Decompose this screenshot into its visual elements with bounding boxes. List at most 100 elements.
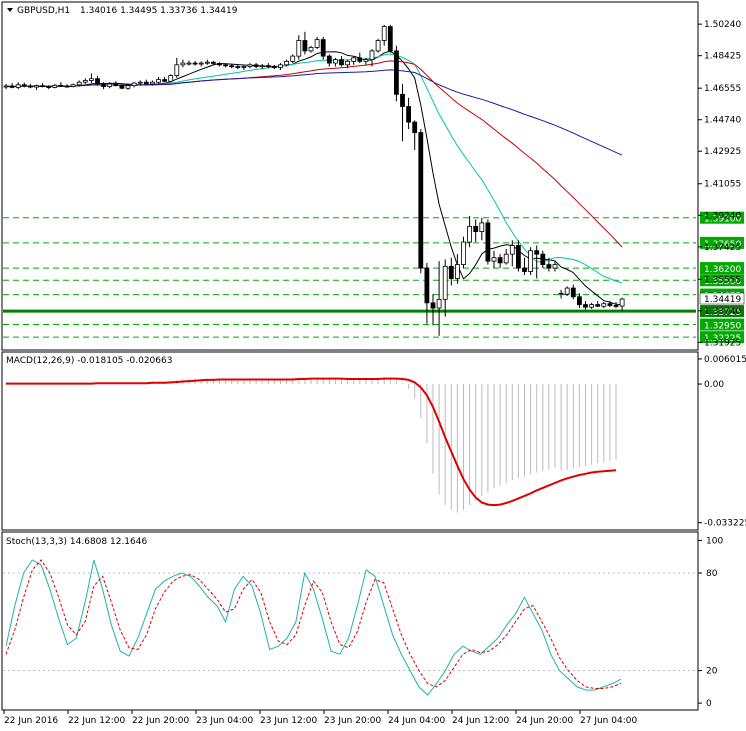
candle-body <box>58 84 64 87</box>
time-tick-label: 23 Jun 12:00 <box>260 716 317 726</box>
time-tick-label: 22 Jun 20:00 <box>132 716 189 726</box>
candle-body <box>149 81 155 85</box>
candle-body <box>271 66 277 68</box>
candle-body <box>210 61 216 64</box>
time-axis: 22 Jun 2016 22 Jun 12:00 22 Jun 20:00 23 Ju… <box>3 710 637 726</box>
candle-body <box>454 264 460 279</box>
candle-body <box>467 225 473 243</box>
candle-body <box>119 85 125 89</box>
candle-body <box>619 298 625 307</box>
time-tick-label: 24 Jun 04:00 <box>388 716 445 726</box>
price-tick-label: 1.31925 <box>704 338 741 348</box>
last-price-tag <box>699 292 745 305</box>
candle-body <box>241 66 247 68</box>
price-level-lines: 1.391001.376501.362001.355001.346751.329… <box>3 211 745 344</box>
candle-body <box>308 47 314 52</box>
price-panel-frame <box>1 1 699 351</box>
level-price-tag <box>700 262 744 275</box>
candle-body <box>412 121 418 133</box>
candle-body <box>107 83 113 87</box>
candle-body <box>174 64 180 76</box>
candle-body <box>418 132 424 269</box>
candle-body <box>76 81 82 86</box>
candle-body <box>400 93 405 107</box>
candle-body <box>375 40 381 52</box>
candle-body <box>186 62 192 65</box>
candle-body <box>381 26 387 41</box>
candle-body <box>40 85 45 88</box>
candle-body <box>558 292 564 295</box>
candle-body <box>448 265 454 279</box>
stoch-tick-label: 0 <box>706 699 712 709</box>
candle-body <box>265 65 271 68</box>
level-price-tag <box>700 274 744 287</box>
candle-body <box>607 303 613 306</box>
candle-body <box>491 257 497 262</box>
candle-body <box>162 79 168 82</box>
stoch-tick-label: 20 <box>706 667 718 677</box>
candle-body <box>406 106 412 123</box>
price-tick-label: 1.50240 <box>704 20 741 30</box>
price-tick-label: 1.44740 <box>704 116 741 126</box>
candle-body <box>461 241 466 266</box>
candle-body <box>540 253 546 266</box>
level-price-label: 1.32225 <box>704 334 741 344</box>
candle-body <box>9 85 15 88</box>
level-price-label: 1.35500 <box>704 277 741 287</box>
candle-body <box>223 64 229 67</box>
current-price-label: 1.33725 <box>704 308 741 318</box>
macd-axis: 0.006015 0.00 -0.033225 <box>698 355 746 529</box>
candle-body <box>473 225 479 232</box>
candle-body <box>46 86 52 88</box>
price-symbol-label: GBPUSD,H1 <box>17 6 70 16</box>
candle-body <box>485 222 491 262</box>
level-price-tag <box>700 211 744 224</box>
candle-body <box>229 65 235 68</box>
candle-body <box>583 304 588 308</box>
candle-body <box>363 59 369 62</box>
candle-body <box>70 84 76 87</box>
price-axis: 1.50240 1.48425 1.46555 1.44740 1.42925 1.410… <box>698 20 741 348</box>
candle-body <box>357 57 363 62</box>
candle-body <box>180 62 186 66</box>
macd-signal-line <box>6 377 617 507</box>
macd-series <box>5 376 617 513</box>
candle-body <box>204 61 210 64</box>
macd-tick-label: -0.033225 <box>704 519 746 529</box>
candle-body <box>351 57 357 62</box>
candle-body <box>424 267 430 304</box>
candle-body <box>314 39 320 48</box>
macd-panel-frame <box>1 351 699 531</box>
price-tick-label: 1.42925 <box>704 147 741 157</box>
candle-body <box>253 64 259 67</box>
candle-body <box>3 85 9 88</box>
stoch-series <box>3 559 696 696</box>
candle-body <box>34 85 39 88</box>
candle-body <box>503 253 509 264</box>
last-price-label: 1.34419 <box>704 295 741 305</box>
candle-body <box>217 63 222 66</box>
price-tick-label: 1.41055 <box>704 180 741 190</box>
candle-body <box>595 304 601 307</box>
stoch-main-line <box>5 559 622 696</box>
level-price-label: 1.32950 <box>704 322 741 332</box>
price-tick-label: 1.46555 <box>704 84 741 94</box>
candle-body <box>101 83 106 87</box>
candle-body <box>546 264 552 269</box>
candle-body <box>387 26 393 52</box>
candle-body <box>436 298 442 309</box>
candle-body <box>613 305 619 307</box>
price-tick-label: 1.33740 <box>704 307 741 317</box>
symbol-dropdown-icon[interactable] <box>7 8 13 12</box>
candle-body <box>52 84 58 88</box>
level-price-label: 1.36200 <box>704 265 741 275</box>
candle-body <box>143 81 149 85</box>
candle-body <box>247 64 253 67</box>
candlestick-series <box>3 24 625 336</box>
price-tick-label: 1.35555 <box>704 275 741 285</box>
candle-body <box>302 40 308 52</box>
macd-label: MACD(12,26,9) -0.018105 -0.020663 <box>6 356 172 366</box>
candle-body <box>393 50 399 95</box>
candle-body <box>89 78 94 81</box>
